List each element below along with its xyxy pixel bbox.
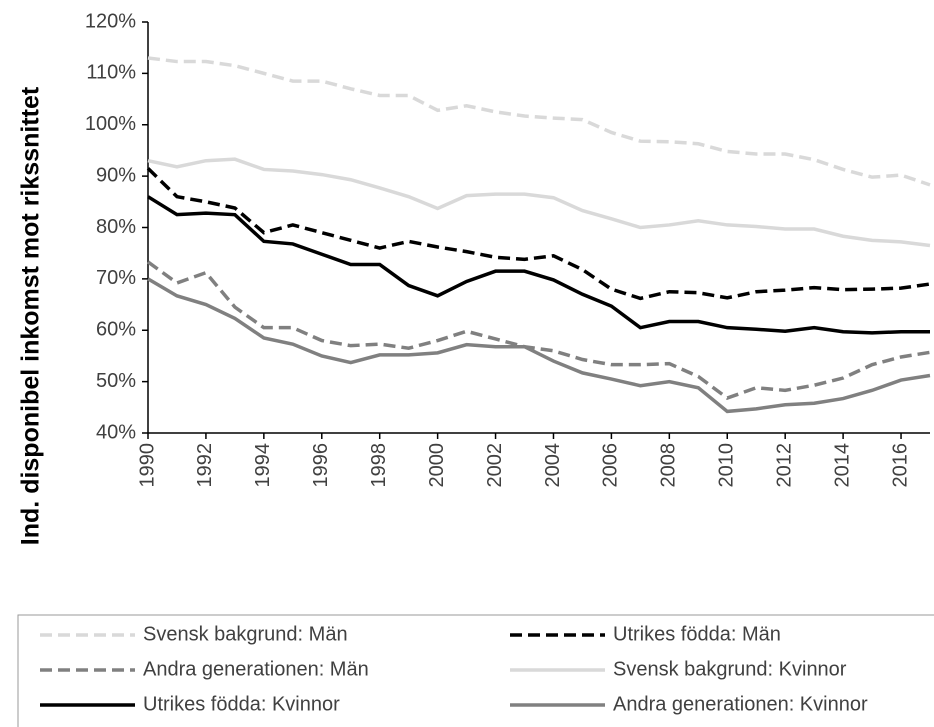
y-tick-label: 120% [85,10,136,32]
x-tick-label: 1994 [252,443,274,488]
x-tick-label: 2008 [658,443,680,488]
x-tick-label: 2006 [600,443,622,488]
x-tick-label: 2002 [484,443,506,488]
legend-box [17,614,934,727]
y-tick-label: 60% [96,319,136,341]
legend-label: Svensk bakgrund: Kvinnor [613,658,847,680]
x-tick-label: 2004 [542,443,564,488]
legend-label: Andra generationen: Kvinnor [613,693,868,715]
series-line [147,56,931,187]
series-line [147,277,931,414]
y-axis-title: Ind. disponibel inkomst mot rikssnittet [17,86,45,545]
series-line [147,195,930,335]
series-line [146,167,931,301]
y-tick-label: 80% [96,216,136,238]
x-tick-label: 2010 [716,443,738,488]
x-tick-label: 2012 [773,443,795,488]
x-tick-label: 2016 [889,443,911,488]
legend-label: Svensk bakgrund: Män [143,623,348,645]
legend-label: Utrikes födda: Kvinnor [143,693,340,715]
y-tick-label: 50% [96,370,136,392]
legend-label: Andra generationen: Män [143,658,369,680]
series-line [146,260,931,401]
y-tick-label: 40% [96,421,136,443]
x-tick-label: 1996 [310,443,332,488]
y-tick-label: 100% [85,113,136,135]
y-tick-label: 90% [96,164,136,186]
series-line [147,157,931,248]
y-tick-label: 110% [86,62,136,84]
x-tick-label: 2000 [426,443,448,488]
x-tick-label: 1992 [194,443,216,488]
y-tick-label: 70% [96,267,136,289]
legend-label: Utrikes födda: Män [613,623,781,645]
x-tick-label: 1998 [368,443,390,488]
x-tick-label: 2014 [831,443,853,488]
x-tick-label: 1990 [136,443,158,488]
